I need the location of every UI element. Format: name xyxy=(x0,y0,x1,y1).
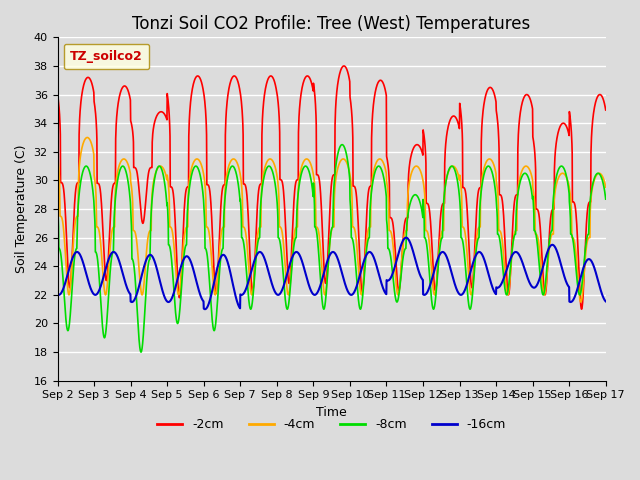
-4cm xyxy=(83,134,91,140)
-16cm xyxy=(201,306,209,312)
-2cm xyxy=(491,94,499,100)
-8cm xyxy=(360,281,367,287)
-8cm xyxy=(54,202,61,207)
-2cm xyxy=(207,193,214,199)
-2cm xyxy=(348,108,355,113)
-2cm xyxy=(569,199,577,205)
-4cm xyxy=(491,166,499,172)
-16cm xyxy=(554,251,561,256)
-8cm xyxy=(348,235,356,241)
-16cm xyxy=(54,291,61,297)
-2cm xyxy=(340,63,348,69)
-8cm xyxy=(569,237,577,243)
-8cm xyxy=(207,296,214,302)
-2cm xyxy=(602,107,609,113)
-16cm xyxy=(360,260,367,265)
Line: -16cm: -16cm xyxy=(58,238,605,309)
-2cm xyxy=(360,279,367,285)
-16cm xyxy=(403,235,410,240)
-2cm xyxy=(54,91,61,97)
Line: -4cm: -4cm xyxy=(58,137,605,302)
-16cm xyxy=(492,290,499,296)
Y-axis label: Soil Temperature (C): Soil Temperature (C) xyxy=(15,145,28,273)
-16cm xyxy=(569,298,577,303)
-8cm xyxy=(137,349,145,355)
Title: Tonzi Soil CO2 Profile: Tree (West) Temperatures: Tonzi Soil CO2 Profile: Tree (West) Temp… xyxy=(132,15,531,33)
-4cm xyxy=(348,186,355,192)
Line: -2cm: -2cm xyxy=(58,66,605,309)
-16cm xyxy=(602,299,609,304)
-16cm xyxy=(348,292,355,298)
-2cm xyxy=(554,132,561,138)
-8cm xyxy=(492,186,499,192)
-16cm xyxy=(207,295,214,300)
-8cm xyxy=(602,196,609,202)
-4cm xyxy=(577,299,585,305)
-4cm xyxy=(569,235,577,240)
-4cm xyxy=(360,279,367,285)
-8cm xyxy=(339,142,346,147)
-4cm xyxy=(554,178,561,183)
-4cm xyxy=(602,184,609,190)
Line: -8cm: -8cm xyxy=(58,144,605,352)
-4cm xyxy=(54,153,61,159)
Legend: -2cm, -4cm, -8cm, -16cm: -2cm, -4cm, -8cm, -16cm xyxy=(152,413,511,436)
-4cm xyxy=(207,244,214,250)
-8cm xyxy=(554,169,561,175)
X-axis label: Time: Time xyxy=(316,406,347,419)
-2cm xyxy=(578,306,586,312)
